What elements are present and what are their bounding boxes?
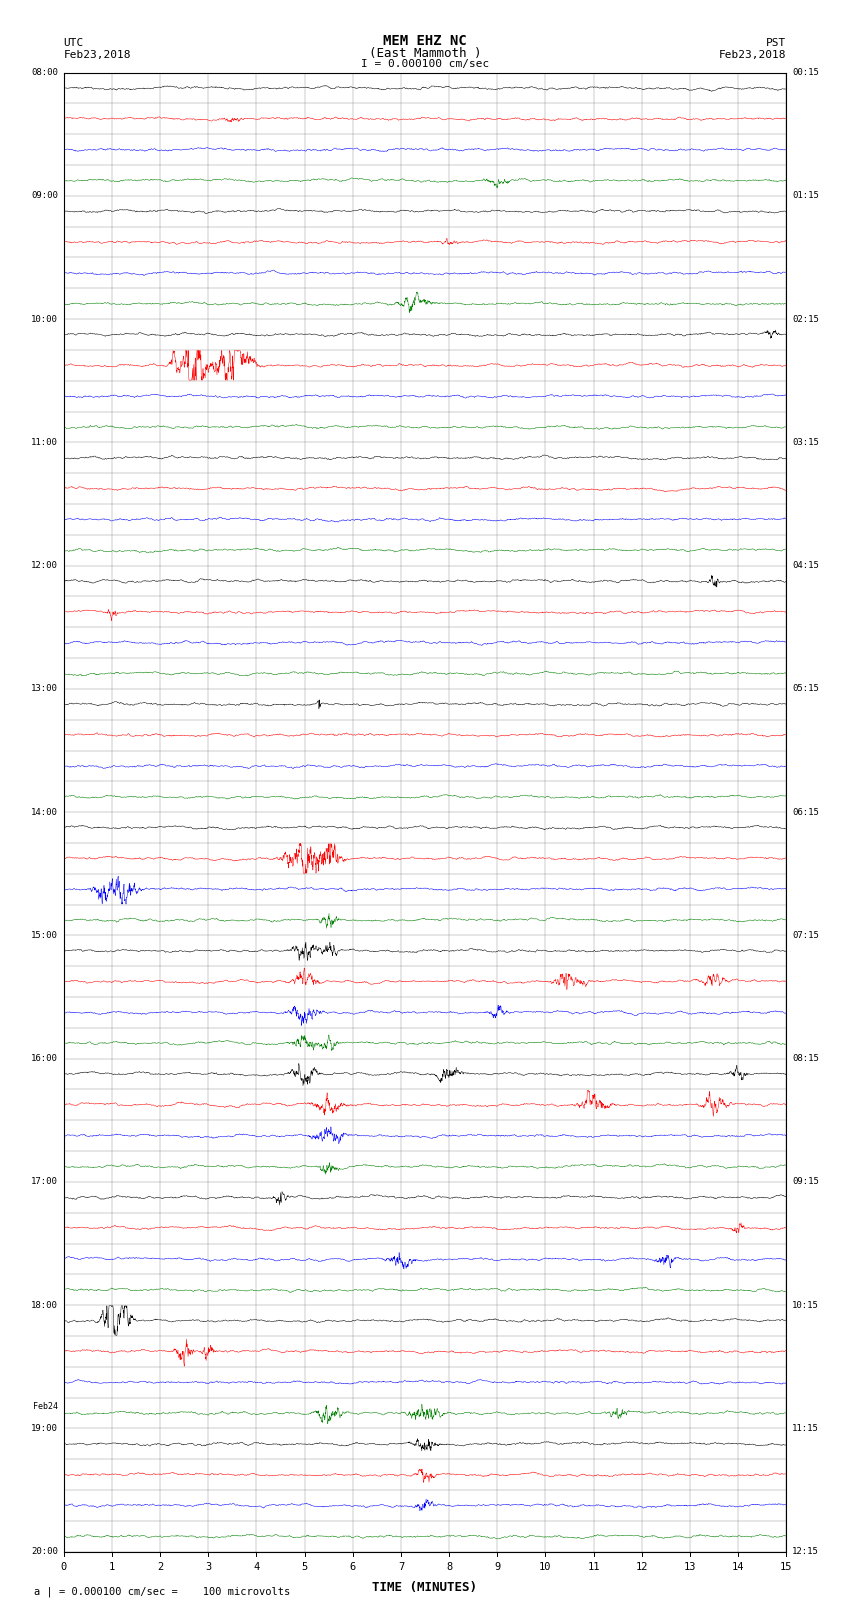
Text: 6: 6 (349, 1561, 356, 1573)
Text: 4: 4 (253, 1561, 259, 1573)
Text: 15:00: 15:00 (31, 931, 58, 940)
Text: 20:00: 20:00 (31, 1547, 58, 1557)
Text: 09:00: 09:00 (31, 192, 58, 200)
Text: Feb23,2018: Feb23,2018 (719, 50, 786, 60)
Text: 13:00: 13:00 (31, 684, 58, 694)
Text: 08:15: 08:15 (792, 1055, 819, 1063)
Text: 17:00: 17:00 (31, 1177, 58, 1187)
Text: 2: 2 (157, 1561, 163, 1573)
Text: 8: 8 (446, 1561, 452, 1573)
Text: PST: PST (766, 39, 786, 48)
Text: 05:15: 05:15 (792, 684, 819, 694)
Text: MEM EHZ NC: MEM EHZ NC (383, 34, 467, 48)
Text: 07:15: 07:15 (792, 931, 819, 940)
Text: 12:15: 12:15 (792, 1547, 819, 1557)
Text: 0: 0 (60, 1561, 67, 1573)
Text: 15: 15 (780, 1561, 792, 1573)
Text: 11: 11 (587, 1561, 600, 1573)
Text: 10: 10 (539, 1561, 552, 1573)
Text: 5: 5 (302, 1561, 308, 1573)
Text: 19:00: 19:00 (31, 1424, 58, 1432)
Text: 01:15: 01:15 (792, 192, 819, 200)
Text: a | = 0.000100 cm/sec =    100 microvolts: a | = 0.000100 cm/sec = 100 microvolts (34, 1586, 290, 1597)
Text: (East Mammoth ): (East Mammoth ) (369, 47, 481, 60)
Text: 08:00: 08:00 (31, 68, 58, 77)
Text: 1: 1 (109, 1561, 115, 1573)
Text: 09:15: 09:15 (792, 1177, 819, 1187)
Text: 12: 12 (636, 1561, 648, 1573)
Text: Feb24: Feb24 (33, 1402, 58, 1411)
Text: 03:15: 03:15 (792, 437, 819, 447)
Text: 13: 13 (683, 1561, 696, 1573)
Text: UTC: UTC (64, 39, 84, 48)
Text: 12:00: 12:00 (31, 561, 58, 569)
Text: 14:00: 14:00 (31, 808, 58, 816)
Text: TIME (MINUTES): TIME (MINUTES) (372, 1581, 478, 1594)
Text: 11:00: 11:00 (31, 437, 58, 447)
Text: 16:00: 16:00 (31, 1055, 58, 1063)
Text: 7: 7 (398, 1561, 404, 1573)
Text: 11:15: 11:15 (792, 1424, 819, 1432)
Text: 10:15: 10:15 (792, 1300, 819, 1310)
Text: 06:15: 06:15 (792, 808, 819, 816)
Text: I = 0.000100 cm/sec: I = 0.000100 cm/sec (361, 60, 489, 69)
Text: 9: 9 (494, 1561, 501, 1573)
Text: 18:00: 18:00 (31, 1300, 58, 1310)
Text: 10:00: 10:00 (31, 315, 58, 324)
Text: 3: 3 (205, 1561, 212, 1573)
Text: 14: 14 (732, 1561, 745, 1573)
Text: 04:15: 04:15 (792, 561, 819, 569)
Text: 00:15: 00:15 (792, 68, 819, 77)
Text: 02:15: 02:15 (792, 315, 819, 324)
Text: Feb23,2018: Feb23,2018 (64, 50, 131, 60)
